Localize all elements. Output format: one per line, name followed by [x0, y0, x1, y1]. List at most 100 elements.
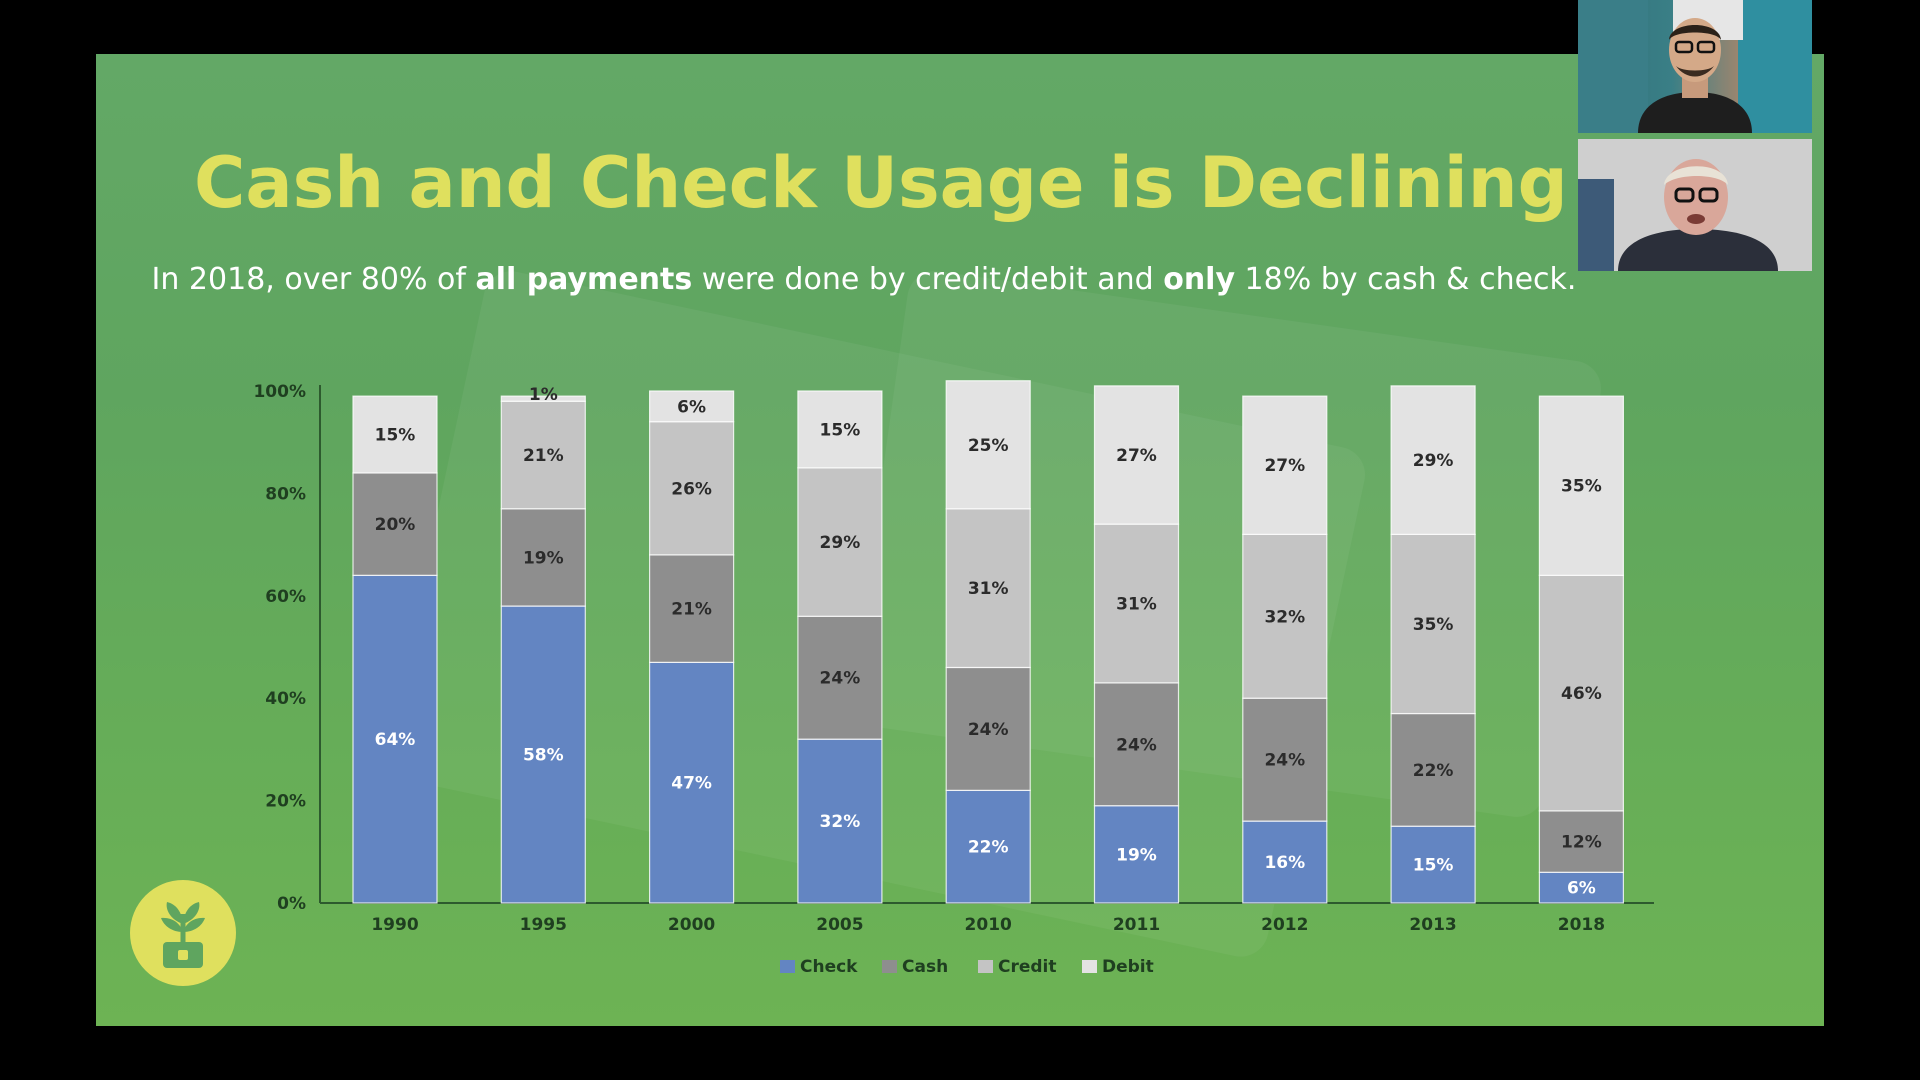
bar-segment-credit — [1538, 574, 1625, 812]
subtitle-part: 18% by cash & check. — [1235, 262, 1577, 297]
slide-title: Cash and Check Usage is Declining Fa — [194, 142, 1684, 224]
slide-subtitle: In 2018, over 80% of all payments were d… — [96, 262, 1632, 297]
data-label: 16% — [1264, 853, 1305, 873]
data-label: 25% — [968, 436, 1009, 456]
data-label: 19% — [1116, 845, 1157, 865]
data-label: 24% — [1264, 751, 1305, 771]
stacked-bar-chart: 0% 20% 40% 60% 80% 100% 64% 20% 15% 1990 58% 19% 21%… — [253, 380, 1654, 977]
subtitle-part: all payments — [475, 262, 693, 297]
legend-swatch-credit — [978, 960, 993, 973]
data-label: 35% — [1561, 477, 1602, 497]
data-label: 15% — [1413, 856, 1454, 876]
bar-segment-check — [648, 661, 735, 904]
bar-segment-check — [1242, 820, 1328, 904]
data-label: 21% — [671, 600, 712, 620]
data-label: 35% — [1413, 615, 1454, 635]
data-label: 29% — [1413, 451, 1454, 471]
data-label: 22% — [1413, 761, 1454, 781]
participant-video-tile[interactable] — [1578, 139, 1812, 271]
y-tick-label: 0% — [277, 894, 306, 914]
x-tick-label: 2011 — [1113, 915, 1160, 935]
data-label: 12% — [1561, 833, 1602, 853]
bar-segment-credit — [1242, 533, 1328, 699]
bar-segment-cash — [500, 508, 586, 607]
bar-segment-debit — [797, 390, 883, 469]
data-label: 58% — [523, 746, 564, 766]
bar-segment-debit — [1390, 385, 1476, 535]
data-label: 24% — [1116, 735, 1157, 755]
bar-segment-debit — [1242, 395, 1328, 535]
data-label: 24% — [968, 720, 1009, 740]
bar-segment-debit — [648, 390, 735, 423]
data-label: 64% — [375, 730, 416, 750]
data-label: 21% — [523, 446, 564, 466]
bar-segment-credit — [1093, 523, 1180, 684]
x-tick-label: 1995 — [520, 915, 567, 935]
participant-video-tile[interactable] — [1578, 0, 1812, 133]
bar-segment-cash — [945, 666, 1031, 791]
subtitle-part: only — [1163, 262, 1236, 297]
x-tick-label: 2018 — [1558, 915, 1605, 935]
x-tick-label: 2013 — [1409, 915, 1456, 935]
data-label: 46% — [1561, 684, 1602, 704]
data-label: 32% — [1264, 607, 1305, 627]
participant-1-video — [1578, 0, 1812, 133]
bar-segment-cash — [1093, 682, 1180, 807]
data-label: 29% — [820, 533, 861, 553]
legend-label-debit: Debit — [1102, 957, 1154, 977]
y-tick-label: 60% — [265, 587, 306, 607]
subtitle-part: In 2018, over 80% of — [151, 262, 476, 297]
y-tick-label: 100% — [253, 382, 306, 402]
participant-2-video — [1578, 139, 1812, 271]
data-label: 6% — [1567, 879, 1596, 899]
bar-segment-cash — [797, 615, 883, 740]
bar-segment-debit — [352, 395, 438, 474]
bar-segment-debit — [1538, 395, 1625, 576]
bar-segment-debit — [500, 395, 586, 402]
legend-label-credit: Credit — [998, 957, 1057, 977]
data-label: 24% — [820, 669, 861, 689]
data-label: 19% — [523, 548, 564, 568]
bar-segment-cash — [352, 472, 438, 576]
legend-label-cash: Cash — [902, 957, 948, 977]
bar-segment-credit — [797, 467, 883, 617]
plant-sprout-logo-icon — [130, 880, 236, 986]
data-label: 15% — [820, 420, 861, 440]
y-tick-label: 40% — [265, 689, 306, 709]
bar-segment-check — [945, 789, 1031, 904]
subtitle-part: were done by credit/debit and — [692, 262, 1164, 297]
data-label: 31% — [968, 579, 1009, 599]
legend-swatch-check — [780, 960, 795, 973]
legend-swatch-debit — [1082, 960, 1097, 973]
data-label: 26% — [671, 479, 712, 499]
bar-segment-cash — [1390, 712, 1476, 827]
data-label: 6% — [677, 397, 706, 417]
bar-segment-credit — [1390, 533, 1476, 715]
data-label: 27% — [1264, 456, 1305, 476]
x-tick-label: 2005 — [816, 915, 863, 935]
bar-segment-check — [797, 738, 883, 904]
bar-segment-credit — [500, 400, 586, 510]
bar-segment-check — [500, 605, 586, 904]
bar-segment-cash — [1242, 697, 1328, 822]
data-label: 31% — [1116, 594, 1157, 614]
x-tick-label: 2000 — [668, 915, 715, 935]
x-tick-label: 2010 — [965, 915, 1012, 935]
legend-label-check: Check — [800, 957, 858, 977]
bar-segment-debit — [1093, 385, 1180, 525]
y-tick-label: 80% — [265, 484, 306, 504]
bar-segment-cash — [648, 554, 735, 663]
bar-segment-check — [1390, 825, 1476, 904]
bar-segment-debit — [945, 380, 1031, 510]
bar-segment-check — [1538, 871, 1625, 904]
presentation-slide: Cash and Check Usage is Declining Fa In … — [96, 54, 1824, 1026]
data-label: 20% — [375, 515, 416, 535]
bar-segment-check — [352, 574, 438, 904]
x-tick-label: 1990 — [371, 915, 418, 935]
data-label: 15% — [375, 426, 416, 446]
data-label: 27% — [1116, 446, 1157, 466]
data-label: 47% — [671, 774, 712, 794]
data-label: 22% — [968, 838, 1009, 858]
bar-segment-check — [1093, 805, 1180, 904]
legend-swatch-cash — [882, 960, 897, 973]
